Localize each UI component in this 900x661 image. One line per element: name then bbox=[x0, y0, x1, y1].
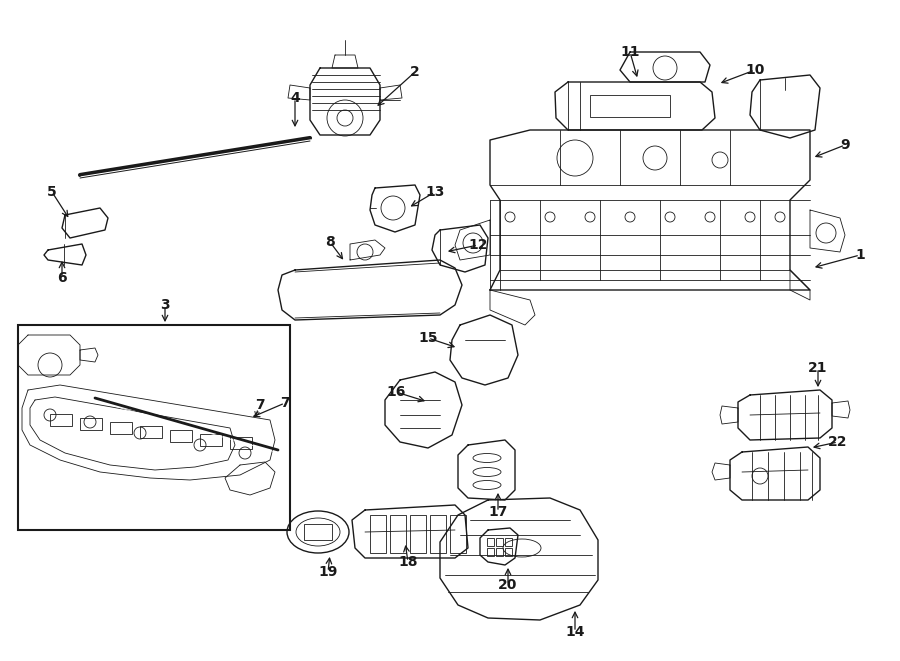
Text: 18: 18 bbox=[398, 555, 418, 569]
Text: 2: 2 bbox=[410, 65, 420, 79]
Bar bbox=[496, 538, 503, 546]
Text: 21: 21 bbox=[808, 361, 828, 375]
Bar bbox=[496, 548, 503, 556]
Bar bbox=[230, 437, 252, 449]
Text: 8: 8 bbox=[325, 235, 335, 249]
Bar bbox=[110, 422, 132, 434]
Text: 3: 3 bbox=[160, 298, 170, 312]
Text: 7: 7 bbox=[280, 396, 290, 410]
Text: 22: 22 bbox=[828, 435, 848, 449]
Bar bbox=[170, 430, 192, 442]
Text: 9: 9 bbox=[841, 138, 850, 152]
Bar bbox=[304, 524, 332, 540]
Bar bbox=[505, 538, 512, 546]
Bar bbox=[18, 325, 290, 530]
Bar bbox=[590, 95, 670, 117]
Bar bbox=[505, 548, 512, 556]
Text: 15: 15 bbox=[418, 331, 437, 345]
Bar bbox=[140, 426, 162, 438]
Bar bbox=[487, 538, 494, 546]
Bar bbox=[80, 418, 102, 430]
Text: 7: 7 bbox=[256, 398, 265, 412]
Text: 11: 11 bbox=[620, 45, 640, 59]
Text: 4: 4 bbox=[290, 91, 300, 105]
Text: 5: 5 bbox=[47, 185, 57, 199]
Bar bbox=[390, 515, 406, 553]
Bar bbox=[410, 515, 426, 553]
Bar bbox=[430, 515, 446, 553]
Text: 1: 1 bbox=[855, 248, 865, 262]
Bar bbox=[370, 515, 386, 553]
Text: 19: 19 bbox=[319, 565, 338, 579]
Bar bbox=[487, 548, 494, 556]
Text: 13: 13 bbox=[426, 185, 445, 199]
Text: 6: 6 bbox=[58, 271, 67, 285]
Text: 10: 10 bbox=[745, 63, 765, 77]
Text: 16: 16 bbox=[386, 385, 406, 399]
Bar bbox=[50, 414, 72, 426]
Bar bbox=[450, 515, 466, 553]
Bar bbox=[200, 434, 222, 446]
Text: 20: 20 bbox=[499, 578, 517, 592]
Text: 12: 12 bbox=[468, 238, 488, 252]
Text: 14: 14 bbox=[565, 625, 585, 639]
Text: 17: 17 bbox=[489, 505, 508, 519]
